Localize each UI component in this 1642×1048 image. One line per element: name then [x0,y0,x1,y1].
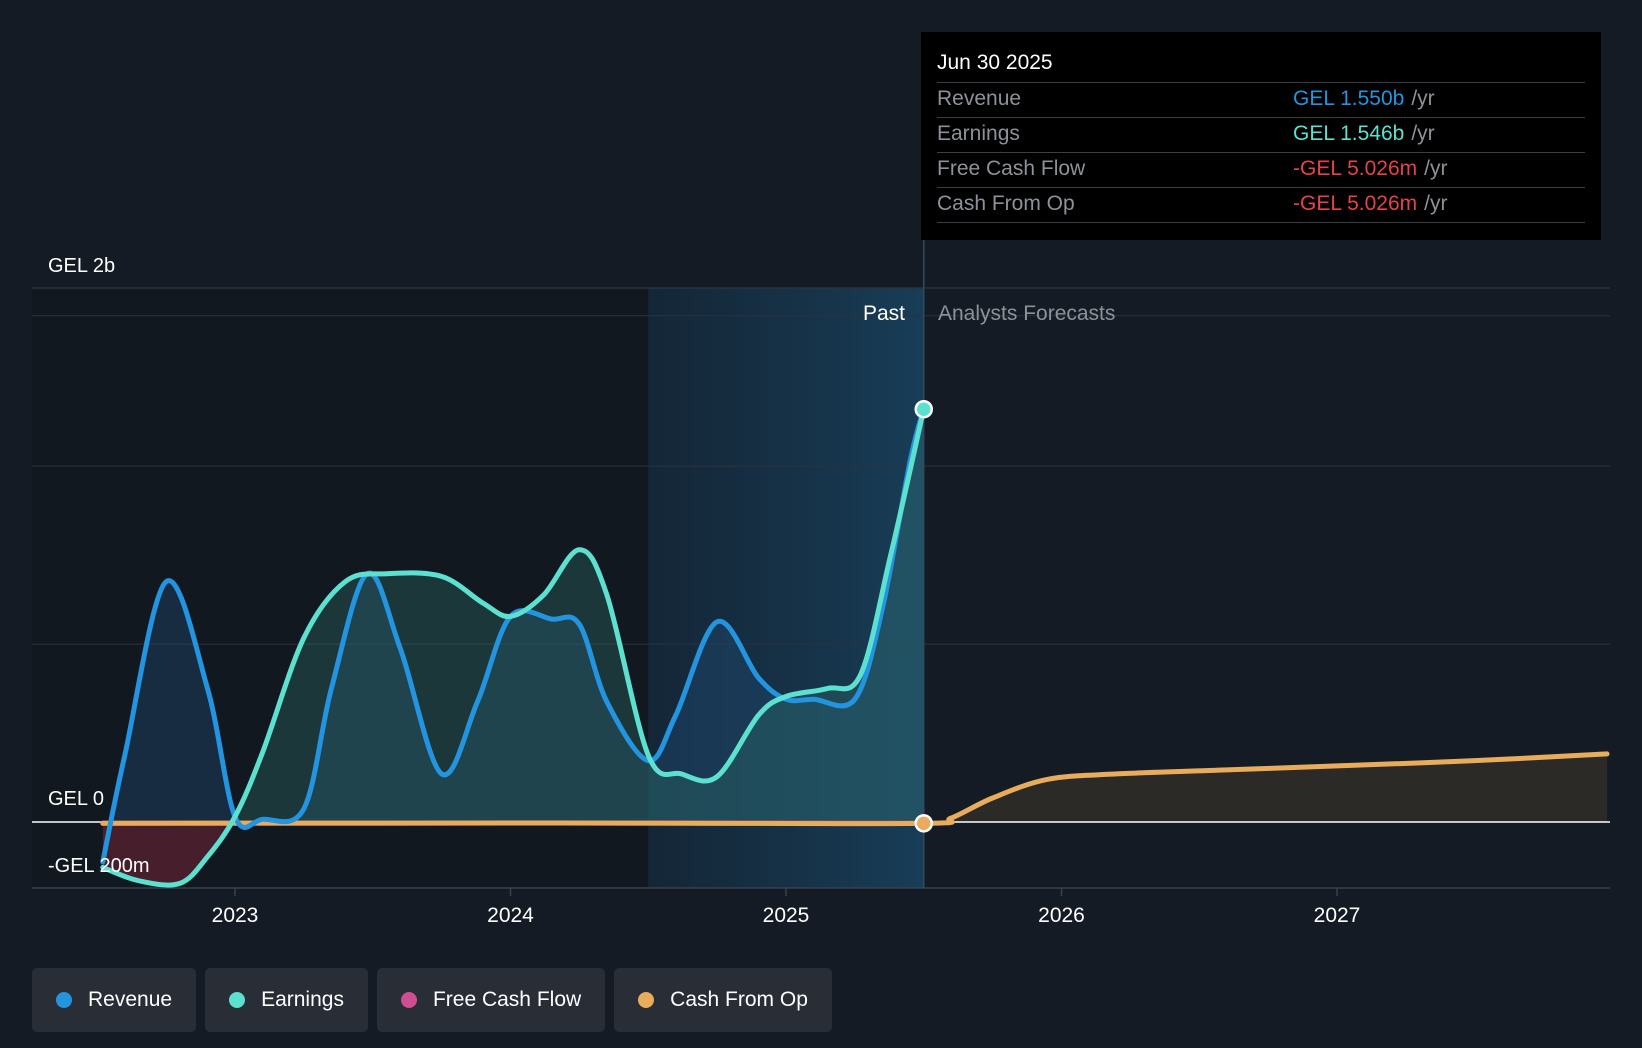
legend-dot-icon [229,992,246,1008]
tooltip-unit: /yr [1411,122,1435,145]
legend-label: Cash From Op [670,988,808,1011]
y-label-top: GEL 2b [48,255,115,277]
legend-dot-icon [400,992,417,1008]
x-tick-label: 2024 [487,904,534,927]
x-tick-label: 2023 [212,904,259,927]
legend: Revenue Earnings Free Cash Flow Cash Fro… [32,968,832,1032]
line-cash-from-op [100,751,1610,827]
x-tick-label: 2026 [1038,904,1085,927]
earnings-marker [914,399,933,419]
tooltip-label: Revenue [937,87,1022,110]
legend-label: Earnings [261,988,344,1011]
tooltip-value: -GEL 5.026m [1293,192,1418,215]
x-axis: 2023 2024 2025 2026 2027 [212,888,1361,927]
y-label-zero: GEL 0 [48,788,104,810]
tooltip-label: Cash From Op [937,192,1075,215]
legend-revenue[interactable]: Revenue [32,968,197,1032]
past-label: Past [863,302,905,325]
tooltip-value: GEL 1.546b [1293,122,1405,145]
legend-label: Revenue [88,988,173,1011]
cash-from-op-marker [914,814,933,833]
tooltip-value: -GEL 5.026m [1293,157,1418,180]
tooltip-date: Jun 30 2025 [937,51,1053,74]
tooltip-row-fcf: Free Cash Flow -GEL 5.026m /yr [937,152,1585,187]
forecast-label: Analysts Forecasts [938,302,1115,325]
tooltip: Jun 30 2025 Revenue GEL 1.550b /yr Earni… [921,32,1601,240]
tooltip-unit: /yr [1411,87,1435,110]
tooltip-row-earnings: Earnings GEL 1.546b /yr [937,117,1585,152]
tooltip-unit: /yr [1424,192,1448,215]
legend-cash-from-op[interactable]: Cash From Op [614,968,832,1032]
last-year-region [648,288,924,888]
legend-dot-icon [56,992,72,1008]
tooltip-row-revenue: Revenue GEL 1.550b /yr [937,82,1585,117]
highlight-marks [914,399,933,833]
tooltip-row-cfo: Cash From Op -GEL 5.026m /yr [937,187,1585,223]
legend-free-cash-flow[interactable]: Free Cash Flow [376,968,606,1032]
tooltip-label: Earnings [937,122,1020,145]
y-label-bottom: -GEL 200m [48,855,150,877]
tooltip-label: Free Cash Flow [937,157,1086,180]
legend-label: Free Cash Flow [432,988,582,1011]
tooltip-value: GEL 1.550b [1293,87,1405,110]
series-lines [100,405,1610,888]
line-earnings [100,406,927,888]
legend-earnings[interactable]: Earnings [205,968,368,1032]
x-tick-label: 2025 [763,904,810,927]
x-tick-label: 2027 [1314,904,1361,927]
gridlines [32,287,1610,889]
legend-dot-icon [638,992,655,1008]
chart: GEL 2b GEL 0 -GEL 200m Past Analysts For… [32,240,1610,927]
tooltip-unit: /yr [1424,157,1448,180]
area-earnings [102,409,924,822]
line-revenue [100,405,927,865]
